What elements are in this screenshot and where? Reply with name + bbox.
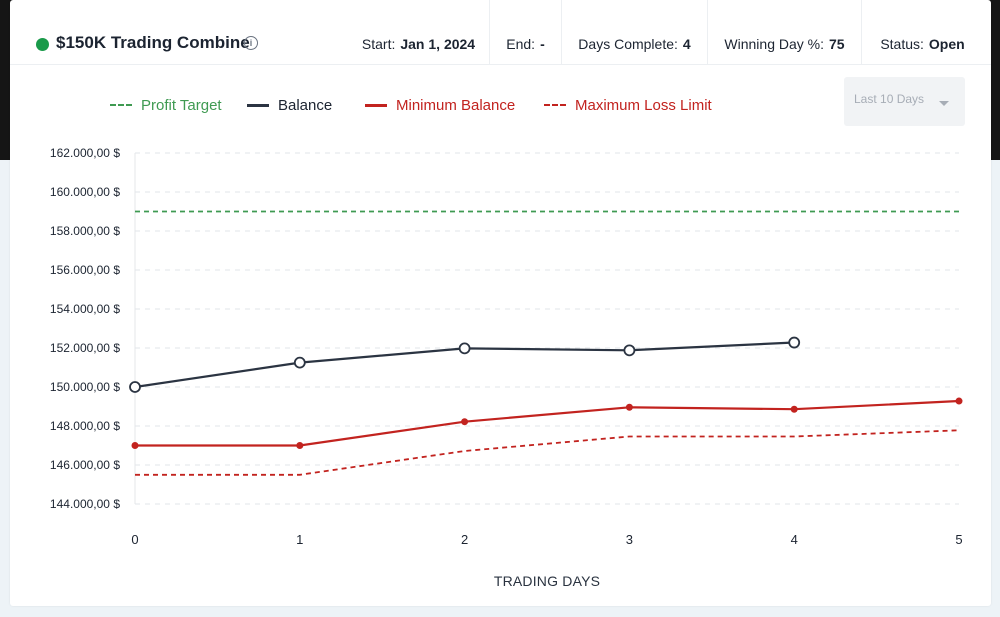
end-label: End: [506,36,536,52]
days-complete-value: 4 [682,36,691,52]
maximum-loss-limit-line [135,429,960,476]
y-tick-label: 150.000,00 $ [50,380,120,394]
card-header: $150K Trading Combine i Start: Jan 1, 20… [10,0,991,65]
balance-point[interactable] [293,356,306,369]
minimum-balance-point[interactable] [955,397,963,405]
start-stat: Start: Jan 1, 2024 [348,0,489,64]
y-tick-label: 154.000,00 $ [50,302,120,316]
winning-day-value: 75 [829,36,845,52]
legend-maximum-loss-limit[interactable]: Maximum Loss Limit [544,95,712,115]
status-stat: Status: Open [861,0,983,64]
y-tick-label: 144.000,00 $ [50,497,120,511]
grid-lines [135,152,959,505]
balance-point[interactable] [788,336,801,349]
legend-label: Minimum Balance [396,96,516,114]
legend-label: Profit Target [141,96,222,114]
minimum-balance-point[interactable] [625,403,633,411]
legend-swatch [544,104,566,106]
balance-point[interactable] [623,344,636,357]
x-tick-label: 4 [791,532,798,547]
x-tick-label: 3 [626,532,633,547]
legend-minimum-balance[interactable]: Minimum Balance [365,95,515,115]
trading-combine-card: $150K Trading Combine i Start: Jan 1, 20… [10,0,991,606]
legend-swatch [365,103,387,107]
axes: 144.000,00 $ 146.000,00 $ 148.000,00 $ 150.… [50,146,963,547]
minimum-balance-point[interactable] [296,442,304,449]
x-tick-label: 2 [461,532,468,547]
x-tick-label: 5 [955,532,962,547]
status-label: Status: [880,36,924,52]
markers [129,336,963,449]
end-stat: End: - [489,0,561,64]
y-tick-label: 146.000,00 $ [50,458,120,472]
y-tick-label: 160.000,00 $ [50,185,120,199]
start-value: Jan 1, 2024 [400,36,476,52]
balance-line-chart: 144.000,00 $ 146.000,00 $ 148.000,00 $ 150.… [50,146,963,589]
start-label: Start: [361,36,396,52]
range-select-value: Last 10 Days [854,92,925,106]
y-tick-label: 148.000,00 $ [50,419,120,433]
minimum-balance-line [135,399,960,447]
series [134,210,960,476]
balance-point[interactable] [129,381,141,393]
minimum-balance-point[interactable] [131,442,139,449]
days-complete-label: Days Complete: [578,36,678,52]
y-tick-label: 162.000,00 $ [50,146,120,160]
x-tick-label: 1 [296,532,303,547]
status-dot [36,38,49,51]
range-select[interactable]: Last 10 Days [844,77,965,126]
legend-swatch [110,104,132,106]
y-tick-label: 152.000,00 $ [50,341,120,355]
legend-profit-target[interactable]: Profit Target [110,95,222,115]
balance-point[interactable] [458,342,471,355]
minimum-balance-point[interactable] [461,418,469,426]
end-value: - [540,36,545,52]
legend-balance[interactable]: Balance [247,95,332,115]
winning-day-label: Winning Day %: [724,36,824,52]
y-tick-label: 156.000,00 $ [50,263,120,277]
legend-label: Balance [278,96,333,114]
legend-swatch [247,103,269,107]
winning-day-stat: Winning Day %: 75 [707,0,861,64]
x-tick-label: 0 [131,532,138,547]
days-complete-stat: Days Complete: 4 [561,0,707,64]
y-tick-label: 158.000,00 $ [50,224,120,238]
status-value: Open [928,36,965,52]
page-title: $150K Trading Combine [56,33,250,52]
legend-label: Maximum Loss Limit [575,96,712,114]
chevron-down-icon [939,101,949,106]
x-axis-label: TRADING DAYS [494,573,600,589]
minimum-balance-point[interactable] [790,405,798,413]
info-icon[interactable]: i [244,36,258,50]
